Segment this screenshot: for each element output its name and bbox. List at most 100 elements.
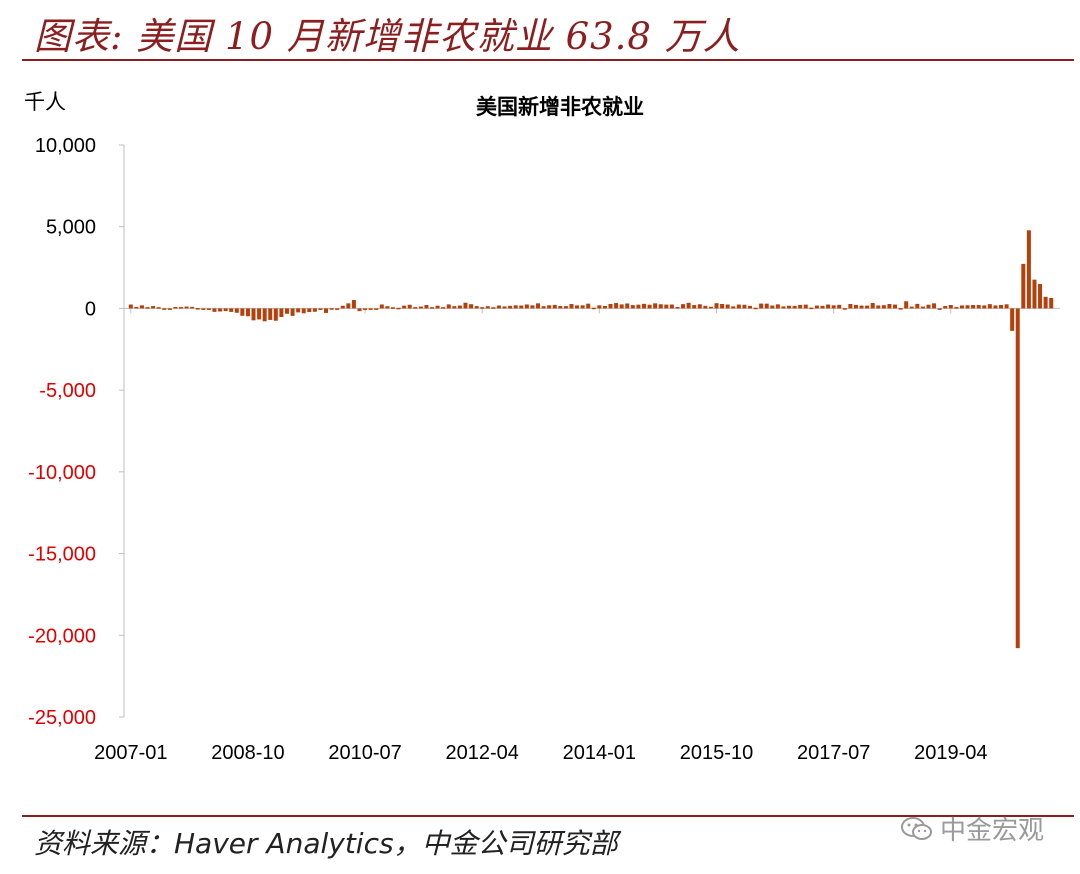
bar	[630, 305, 635, 309]
bar	[920, 306, 925, 309]
bar	[234, 308, 239, 313]
bar	[614, 303, 619, 309]
bar	[262, 308, 267, 322]
bar	[865, 305, 870, 309]
bar	[803, 304, 808, 309]
bar	[904, 301, 909, 309]
bar	[759, 303, 764, 309]
bar	[329, 308, 334, 310]
bar	[692, 305, 697, 309]
bar	[1010, 308, 1015, 331]
bar	[491, 307, 496, 309]
y-tick-label: 10,000	[35, 135, 96, 157]
bar	[647, 304, 652, 309]
bar	[396, 307, 401, 310]
bar	[714, 303, 719, 309]
y-tick-label: 0	[85, 298, 96, 320]
bar	[591, 307, 596, 310]
bar	[173, 306, 178, 309]
bar	[1049, 298, 1054, 309]
bar	[993, 305, 998, 309]
bar	[597, 305, 602, 309]
watermark-text: 中金宏观	[939, 816, 1044, 846]
bar	[240, 308, 245, 316]
bar	[859, 305, 864, 309]
bar	[390, 307, 395, 309]
bar	[469, 304, 474, 309]
bar	[753, 307, 758, 310]
bar	[764, 303, 769, 309]
bar	[290, 308, 295, 316]
bar	[608, 303, 613, 309]
bar	[480, 307, 485, 309]
bar	[229, 308, 234, 312]
bar	[575, 305, 580, 309]
bar	[502, 306, 507, 309]
bar	[787, 305, 792, 309]
bar	[697, 304, 702, 309]
bar	[508, 305, 513, 309]
bar	[385, 306, 390, 309]
bar	[151, 306, 156, 309]
bar	[853, 304, 858, 309]
bar	[541, 306, 546, 309]
bar	[658, 304, 663, 309]
bar	[831, 305, 836, 309]
y-axis-unit-label: 千人	[24, 90, 66, 114]
bar	[139, 305, 144, 309]
bar	[558, 306, 563, 309]
bar	[708, 306, 713, 309]
bar	[653, 303, 658, 309]
bar	[965, 305, 970, 309]
bar	[669, 304, 674, 309]
bar	[937, 308, 942, 310]
y-tick-label: -5,000	[39, 380, 96, 402]
bar	[814, 305, 819, 309]
page-title: 图表: 美国 10 月新增非农就业 63.8 万人	[34, 15, 741, 58]
bar	[156, 307, 161, 309]
bar	[273, 308, 278, 321]
bar	[268, 308, 273, 320]
bar	[435, 305, 440, 309]
bar	[898, 308, 903, 310]
bar	[1015, 308, 1020, 649]
bar	[218, 308, 223, 312]
y-tick-label: -10,000	[28, 462, 96, 484]
bar	[457, 305, 462, 309]
bar	[519, 305, 524, 309]
y-axis: 10,000 5,000 0 -5,000 -10,000 -15,000 -20,000 -…	[28, 135, 125, 729]
x-tick-label: 2014-01	[563, 742, 636, 764]
footer-divider	[22, 815, 1074, 817]
bar	[178, 307, 184, 309]
bar	[742, 304, 747, 309]
chart-title: 美国新增非农就业	[476, 94, 644, 119]
bar	[881, 305, 886, 309]
bar	[496, 305, 501, 309]
bar	[915, 303, 920, 309]
bar	[296, 308, 301, 313]
bar	[569, 304, 574, 309]
bar	[368, 308, 373, 310]
bar	[625, 303, 630, 309]
bar	[943, 306, 948, 309]
bar	[909, 306, 914, 309]
y-tick-label: -20,000	[28, 625, 96, 647]
bar	[301, 308, 306, 314]
bar	[870, 303, 875, 309]
bar	[792, 305, 797, 309]
y-tick-label: -25,000	[28, 707, 96, 729]
bar	[201, 308, 206, 310]
bar	[948, 304, 953, 309]
bar	[346, 303, 351, 309]
bar	[619, 304, 624, 309]
bar	[530, 305, 535, 309]
bar	[245, 308, 250, 317]
bar	[418, 306, 423, 309]
bar	[720, 303, 725, 309]
bar	[747, 305, 752, 309]
bar	[312, 308, 317, 312]
bar	[982, 305, 987, 309]
bar	[686, 302, 691, 309]
bar	[781, 306, 786, 309]
